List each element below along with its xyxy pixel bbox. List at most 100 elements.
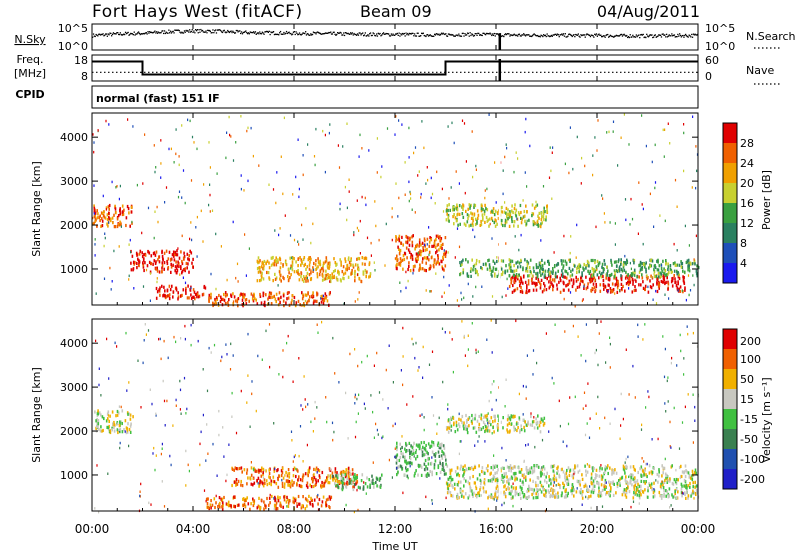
scatter-cell xyxy=(586,470,589,474)
scatter-cell xyxy=(345,471,347,475)
scatter-cell xyxy=(224,294,227,298)
noise-point xyxy=(138,32,140,34)
scatter-cell xyxy=(472,467,475,471)
scatter-cell xyxy=(550,482,552,486)
noise-point xyxy=(641,34,643,36)
noise-point xyxy=(241,33,244,35)
scatter-cell xyxy=(512,495,514,499)
scatter-cell xyxy=(607,471,609,476)
noise-point xyxy=(253,32,256,34)
scatter-cell xyxy=(397,245,399,249)
scatter-cell xyxy=(177,291,179,295)
scatter-cell xyxy=(433,244,435,248)
scatter-cell xyxy=(95,426,97,430)
scatter-cell xyxy=(592,479,595,483)
scatter-cell xyxy=(468,467,470,471)
scatter-cell xyxy=(119,208,121,212)
scatter-cell xyxy=(657,260,659,264)
scatter-cell xyxy=(568,473,571,477)
scatter-cell xyxy=(447,430,450,434)
scatter-cell xyxy=(470,211,472,215)
scatter-cell xyxy=(691,469,694,473)
scatter-cell xyxy=(468,416,471,420)
scatter-cell xyxy=(365,275,367,279)
noise-point xyxy=(494,35,496,37)
scatter-cell xyxy=(352,263,354,267)
scatter-cell xyxy=(395,455,397,459)
noise-point xyxy=(694,33,696,35)
scatter-cell xyxy=(305,279,307,283)
scatter-cell xyxy=(225,302,227,306)
scatter-cell xyxy=(566,475,568,479)
noise-point xyxy=(587,33,589,36)
noise-point xyxy=(523,33,525,35)
scatter-cell xyxy=(396,453,399,457)
scatter-cell xyxy=(244,298,247,302)
scatter-cell xyxy=(532,266,535,270)
scatter-cell xyxy=(685,486,687,490)
noise-point xyxy=(195,29,197,31)
scatter-cell xyxy=(173,253,175,257)
scatter-cell xyxy=(616,264,618,268)
scatter-cell xyxy=(687,494,690,498)
scatter-cell xyxy=(528,218,530,222)
scatter-cell xyxy=(572,281,575,285)
noise-point xyxy=(681,35,683,37)
scatter-cell xyxy=(588,495,590,499)
scatter-cell xyxy=(166,294,169,298)
scatter-cell xyxy=(641,267,643,271)
scatter-cell xyxy=(139,249,142,253)
scatter-cell xyxy=(220,297,223,301)
scatter-cell xyxy=(537,465,540,469)
scatter-cell xyxy=(236,503,239,507)
scatter-cell xyxy=(443,275,445,279)
noise-point xyxy=(588,34,590,36)
scatter-cell xyxy=(640,474,643,478)
scatter-cell xyxy=(180,337,182,340)
scatter-cell xyxy=(447,490,450,494)
scatter-cell xyxy=(427,452,429,456)
noise-point xyxy=(348,33,350,35)
scatter-cell xyxy=(385,222,387,226)
noise-point xyxy=(398,32,400,34)
noise-point xyxy=(240,32,242,35)
scatter-cell xyxy=(514,203,516,207)
noise-point xyxy=(135,33,137,35)
scatter-cell xyxy=(273,503,276,507)
noise-point xyxy=(666,33,668,35)
scatter-cell xyxy=(677,478,679,482)
noise-point xyxy=(490,33,492,35)
scatter-cell xyxy=(260,474,263,478)
scatter-cell xyxy=(536,220,539,224)
scatter-cell xyxy=(536,275,539,279)
scatter-cell xyxy=(157,258,159,262)
freq-left-label-line2: [MHz] xyxy=(14,67,46,80)
scatter-cell xyxy=(618,479,620,483)
scatter-cell xyxy=(665,259,667,263)
scatter-cell xyxy=(449,480,452,484)
scatter-cell xyxy=(454,256,456,259)
scatter-cell xyxy=(337,473,340,477)
scatter-cell xyxy=(490,423,492,427)
scatter-cell xyxy=(303,256,306,260)
scatter-cell xyxy=(467,207,469,211)
scatter-cell xyxy=(604,262,606,266)
scatter-cell xyxy=(209,183,211,186)
noise-point xyxy=(561,33,563,35)
scatter-cell xyxy=(174,269,176,273)
scatter-cell xyxy=(293,257,295,261)
scatter-cell xyxy=(480,413,483,417)
scatter-cell xyxy=(352,472,354,476)
scatter-cell xyxy=(333,476,336,480)
scatter-cell xyxy=(245,274,247,277)
scatter-cell xyxy=(265,479,268,483)
noise-point xyxy=(273,33,276,36)
scatter-cell xyxy=(231,483,233,488)
noise-point xyxy=(516,34,518,36)
scatter-cell xyxy=(468,482,471,486)
noise-point xyxy=(202,31,205,33)
scatter-cell xyxy=(474,417,476,421)
scatter-cell xyxy=(230,135,232,138)
scatter-cell xyxy=(207,505,209,509)
noise-point xyxy=(363,34,366,36)
